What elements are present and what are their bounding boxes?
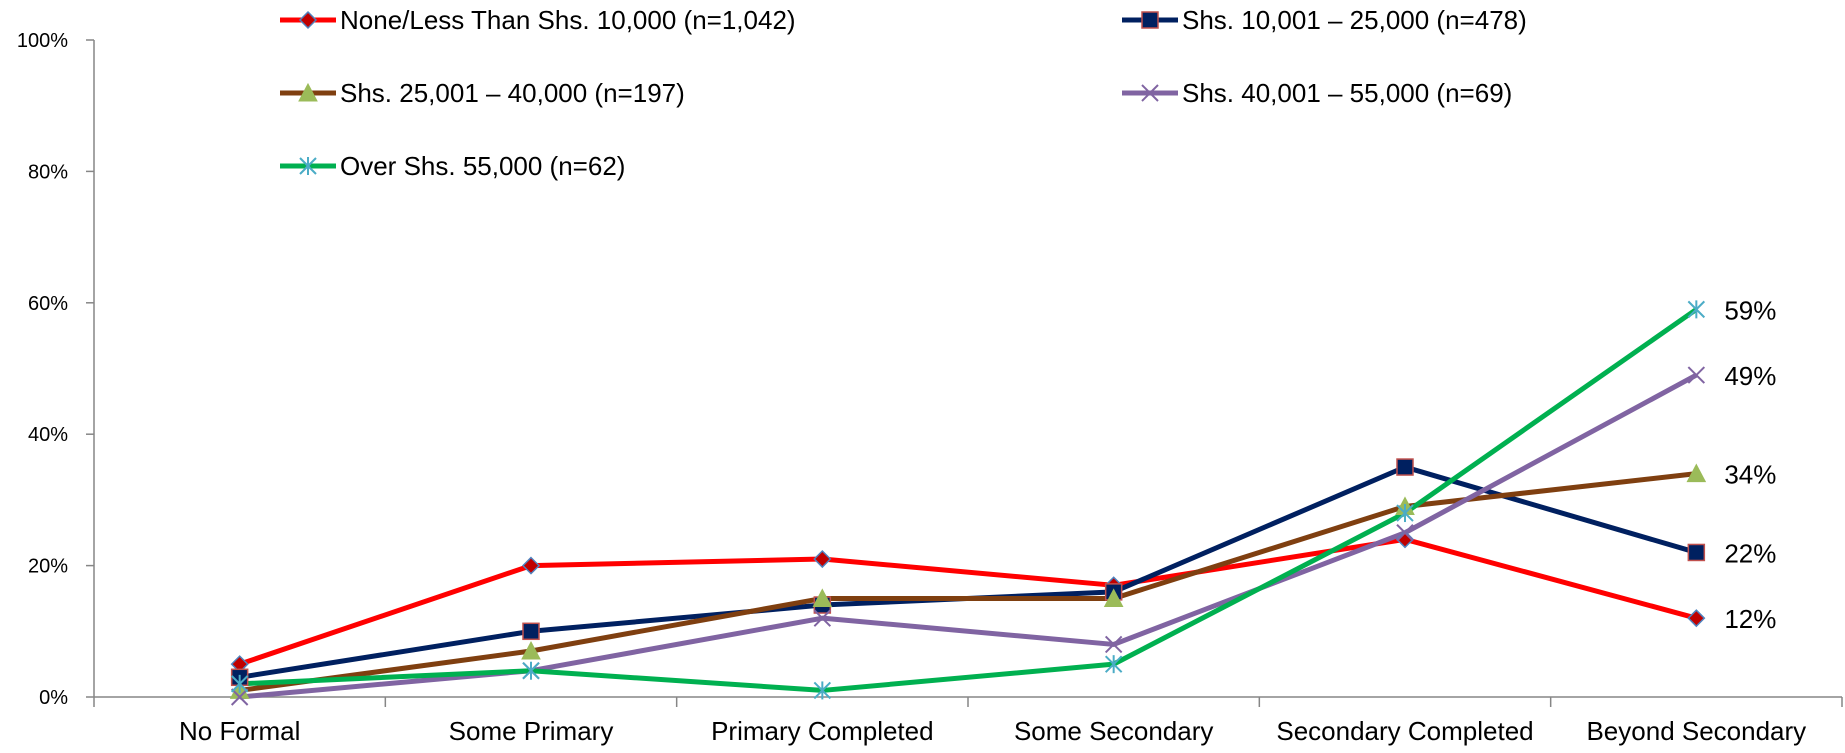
data-point: [1396, 458, 1414, 476]
y-tick-label: 0%: [39, 687, 68, 709]
data-point: [813, 609, 832, 627]
x-tick-label: Beyond Secondary: [1586, 716, 1806, 746]
legend-entry: None/Less Than Shs. 10,000 (n=1,042): [280, 5, 796, 35]
data-point: [1396, 524, 1414, 542]
data-point: [298, 82, 318, 102]
data-point: [1686, 463, 1707, 483]
legend-entry: Over Shs. 55,000 (n=62): [280, 151, 625, 181]
data-point: [521, 556, 541, 575]
data-point: [812, 588, 833, 607]
data-label: 49%: [1724, 361, 1776, 391]
series-2-markers: [230, 458, 1706, 687]
data-point: [813, 549, 832, 569]
data-point: [298, 10, 318, 30]
legend: None/Less Than Shs. 10,000 (n=1,042) Shs.…: [280, 5, 1527, 181]
y-tick-label: 60%: [28, 293, 68, 315]
data-point: [522, 661, 540, 680]
legend-entry: Shs. 25,001 – 40,000 (n=197): [280, 78, 685, 108]
data-point: [813, 681, 832, 700]
axes: 0% 20% 40% 60% 80% 100% No Formal Some Primary P…: [17, 30, 1843, 746]
data-point: [1687, 366, 1706, 384]
series-1-markers: [230, 530, 1706, 674]
data-point: [1104, 655, 1123, 674]
y-tick-label: 40%: [28, 424, 68, 446]
data-point: [1396, 504, 1414, 523]
legend-label: Over Shs. 55,000 (n=62): [340, 151, 625, 181]
series-line: [238, 536, 1697, 667]
series-5-markers: [230, 300, 1706, 700]
x-tick-label: Some Secondary: [1014, 716, 1213, 746]
y-tick-label: 20%: [28, 556, 68, 578]
data-point: [1141, 84, 1159, 102]
data-label: 12%: [1724, 604, 1776, 634]
data-point: [299, 157, 317, 175]
legend-entry: Shs. 10,001 – 25,000 (n=478): [1122, 5, 1527, 35]
x-tick-label: No Formal: [179, 716, 300, 746]
x-tick-label: Some Primary: [449, 716, 614, 746]
x-tick-label: Primary Completed: [711, 716, 934, 746]
data-point: [1141, 11, 1159, 29]
data-point: [521, 640, 541, 660]
data-point: [1104, 635, 1123, 654]
series-line: [239, 372, 1698, 700]
legend-label: Shs. 10,001 – 25,000 (n=478): [1182, 5, 1527, 35]
data-point: [1687, 543, 1706, 562]
legend-label: None/Less Than Shs. 10,000 (n=1,042): [340, 5, 796, 35]
series-3: [239, 471, 1697, 693]
data-label: 59%: [1724, 295, 1776, 325]
data-point: [230, 674, 249, 693]
data-label: 22%: [1724, 538, 1776, 568]
data-label: 34%: [1724, 460, 1776, 490]
data-point: [1687, 609, 1706, 628]
series-4-markers: [230, 366, 1706, 706]
data-point: [522, 622, 540, 641]
series-layer: [229, 300, 1707, 706]
data-point: [1103, 588, 1124, 607]
data-point: [1687, 300, 1706, 319]
y-tick-label: 100%: [17, 30, 68, 52]
y-tick-label: 80%: [28, 161, 68, 183]
series-4: [239, 372, 1698, 700]
x-tick-label: Secondary Completed: [1276, 716, 1533, 746]
legend-label: Shs. 25,001 – 40,000 (n=197): [340, 78, 685, 108]
legend-entry: Shs. 40,001 – 55,000 (n=69): [1122, 78, 1512, 108]
legend-label: Shs. 40,001 – 55,000 (n=69): [1182, 78, 1512, 108]
series-line: [239, 471, 1697, 693]
series-line: [239, 307, 1698, 693]
series-5: [239, 307, 1698, 693]
labels-layer: 12% 22% 34% 49% 59%: [1724, 295, 1776, 634]
data-point: [230, 688, 249, 706]
data-point: [1395, 530, 1415, 549]
series-1: [238, 536, 1697, 667]
series-3-markers: [229, 463, 1707, 699]
